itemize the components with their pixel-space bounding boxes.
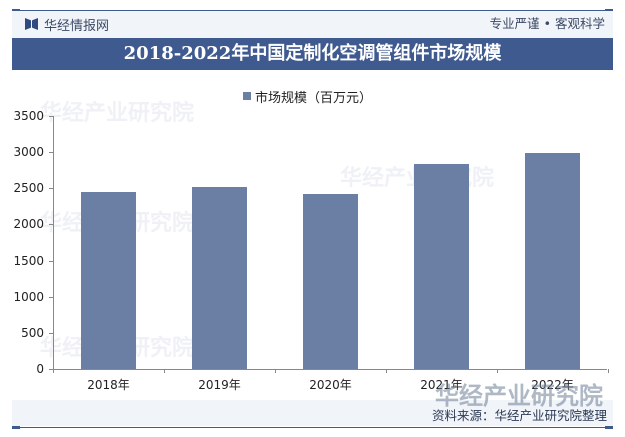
book-logo-icon [25,18,38,30]
y-tick-label: 2500 [13,181,44,196]
x-tick-label: 2019年 [198,378,241,392]
legend: 市场规模（百万元） [243,87,373,106]
y-tick [49,260,53,262]
bar-2019年 [192,186,247,369]
y-tick-label: 2000 [13,217,44,232]
y-tick [49,152,53,154]
top-border-line [12,10,613,11]
y-tick-label: 500 [21,325,44,340]
x-tick [164,369,165,373]
x-tick [386,369,387,373]
bar-2022年 [525,152,580,369]
x-tick [608,369,609,373]
y-tick [49,188,53,190]
x-tick-label: 2021年 [420,378,463,392]
y-tick [49,332,53,334]
bottom-border-line [12,427,613,428]
source-note: 资料来源：华经产业研究院整理 [431,408,607,423]
y-tick-label: 1000 [13,289,44,304]
y-tick-label: 0 [36,362,44,376]
bar-2021年 [414,163,469,369]
legend-label: 市场规模（百万元） [255,90,373,106]
x-tick-label: 2020年 [309,378,352,392]
x-tick [275,369,276,373]
x-tick-label: 2022年 [531,378,574,392]
x-axis [53,369,607,370]
x-tick [497,369,498,373]
brand: 华经情报网 [25,15,110,34]
bar-2018年 [81,191,136,369]
legend-swatch [243,92,251,100]
slogan: 专业严谨 • 客观科学 [489,16,605,31]
header-band [12,11,613,38]
y-tick-label: 3500 [13,109,44,123]
brand-name: 华经情报网 [44,18,110,34]
bar-2020年 [303,194,358,369]
footer-band [12,400,613,426]
y-tick [49,369,53,370]
top-border-cap-left [12,9,20,12]
top-border-cap-right [605,9,613,12]
y-axis [53,116,54,370]
watermark: 华经产业研究院 [40,101,195,126]
y-tick [49,224,53,226]
chart-title: 2018-2022年中国定制化空调管组件市场规模 [123,43,502,64]
y-tick [49,296,53,298]
bottom-border-cap-right [605,426,613,429]
x-tick [53,369,54,373]
bottom-border-cap-left [12,426,20,429]
y-tick [49,116,53,117]
x-tick-label: 2018年 [87,378,130,392]
title-band [12,38,613,70]
y-tick-label: 3000 [13,145,44,160]
y-tick-label: 1500 [13,253,44,268]
